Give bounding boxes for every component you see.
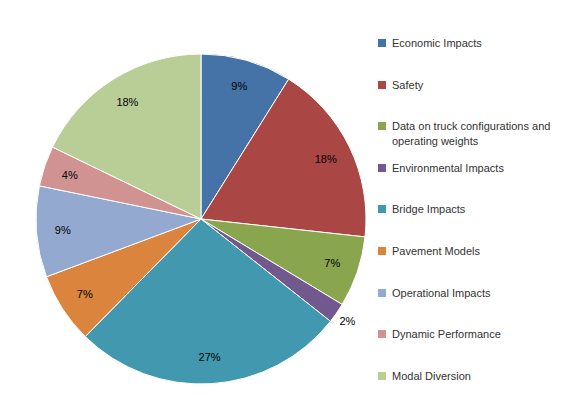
- html-text:Safety: Safety: [392, 78, 424, 91]
- html-text:Operational Impacts: Operational Impacts: [392, 286, 491, 299]
- html-text:Economic Impacts: Economic Impacts: [392, 37, 482, 49]
- svg-text:2%: 2%: [339, 315, 355, 327]
- html-text:Dynamic Performance: Dynamic Performance: [392, 328, 501, 341]
- html-text:Environmental Impacts: Environmental Impacts: [392, 161, 504, 174]
- html-text:Data on truck configurations a: Data on truck configurations and operati…: [392, 120, 551, 148]
- svg-text:18%: 18%: [315, 153, 337, 165]
- svg-text:9%: 9%: [231, 80, 247, 92]
- svg-text:18%: 18%: [116, 96, 138, 108]
- html-text:Bridge Impacts: Bridge Impacts: [392, 203, 466, 216]
- html-text:Modal Diversion: Modal Diversion: [392, 369, 471, 382]
- html-text:Pavement Models: Pavement Models: [392, 245, 480, 257]
- svg-text:4%: 4%: [62, 169, 78, 181]
- svg-text:7%: 7%: [77, 288, 93, 300]
- svg-text:7%: 7%: [324, 257, 340, 269]
- svg-text:27%: 27%: [199, 351, 221, 363]
- svg-text:9%: 9%: [55, 224, 71, 236]
